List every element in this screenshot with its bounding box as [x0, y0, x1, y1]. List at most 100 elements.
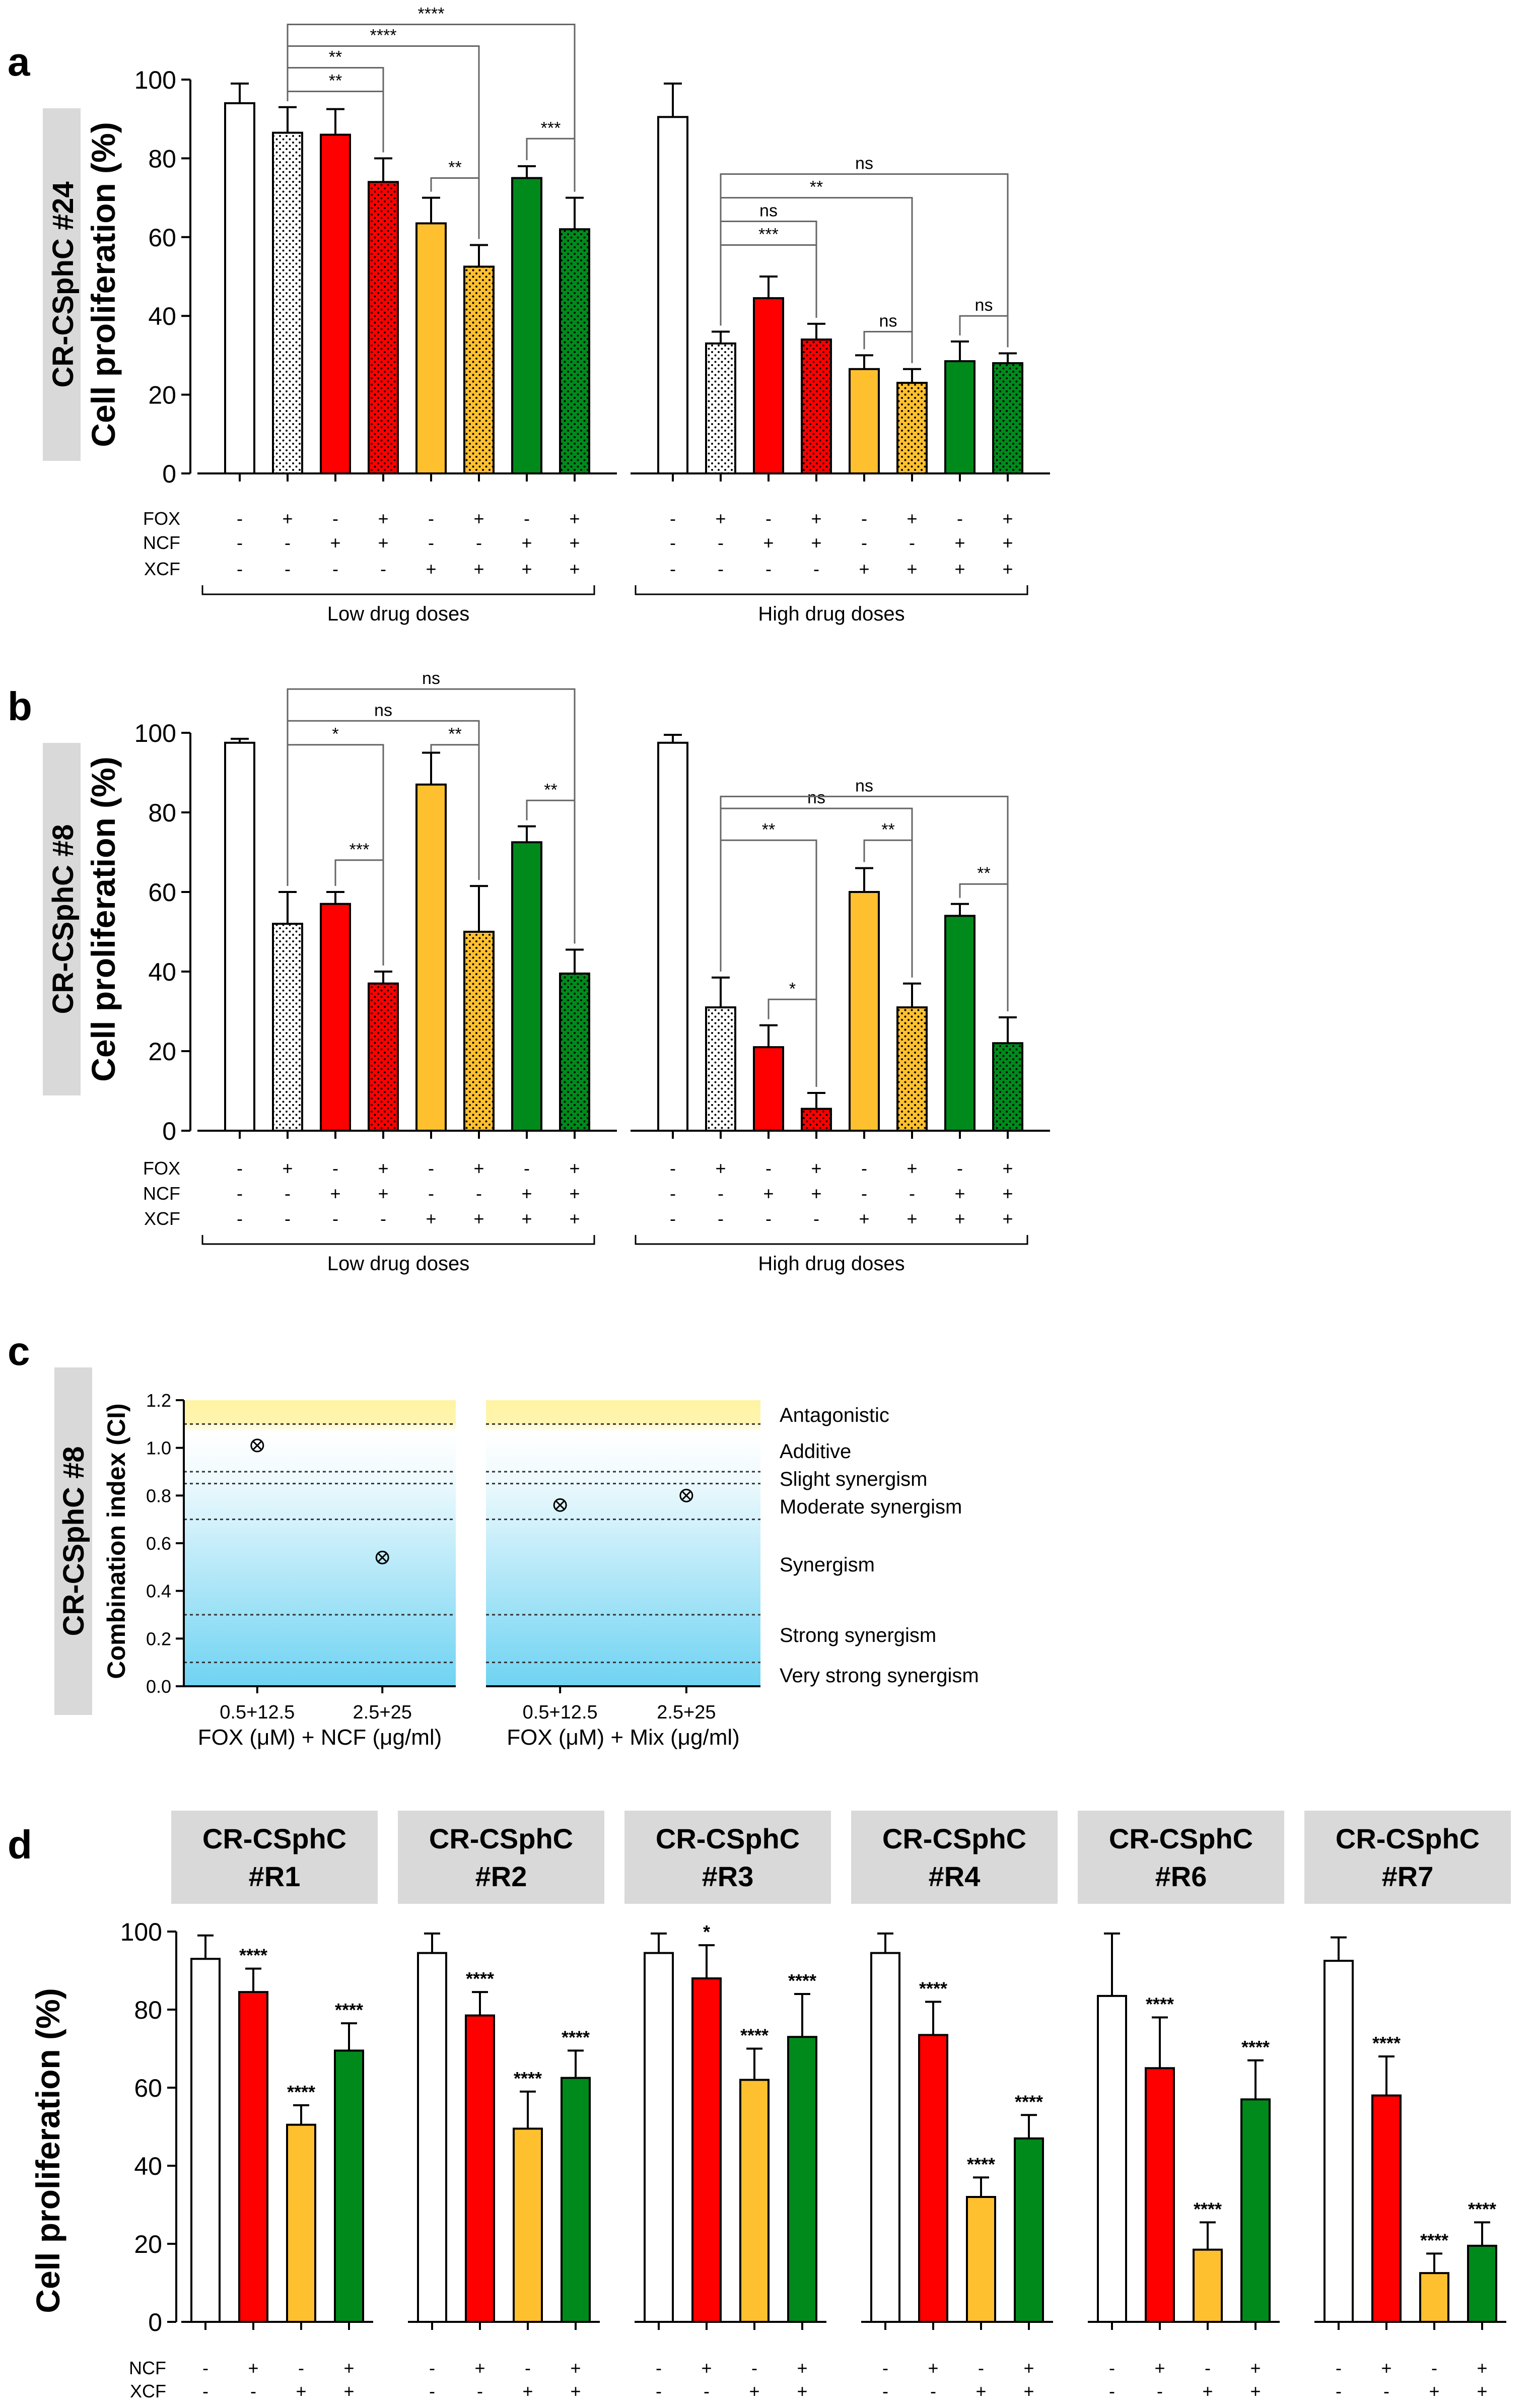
bar [896, 382, 928, 475]
sign-label: + [569, 532, 580, 553]
y-tick-label: 20 [148, 381, 176, 409]
bar [465, 2014, 495, 2323]
sign-label: + [569, 508, 580, 529]
significance-label: ns [855, 154, 873, 173]
bar [691, 1977, 722, 2323]
significance-label: ns [759, 201, 778, 221]
y-tick-label: 1.0 [146, 1438, 171, 1459]
sign-label: + [378, 1158, 388, 1179]
x-tick-label: 2.5+25 [353, 1702, 412, 1723]
group-label: High drug doses [758, 1253, 904, 1275]
sign-label: - [957, 1158, 963, 1179]
sign-label: - [751, 2358, 757, 2378]
bar [224, 741, 255, 1132]
significance-bracket [959, 883, 1009, 1011]
bar [992, 362, 1023, 474]
sign-label: + [907, 1158, 917, 1179]
cell-line-id: #R4 [929, 1861, 981, 1892]
ci-point [679, 1488, 693, 1502]
significance-label: ns [422, 669, 440, 688]
cell-line-title: CR-CSphC [429, 1823, 573, 1854]
y-tick-label: 0.2 [146, 1628, 171, 1649]
y-tick-label: 60 [148, 224, 176, 252]
sign-label: + [1002, 532, 1013, 553]
sign-label: - [1431, 2358, 1437, 2378]
bar [801, 338, 832, 474]
cell-line-title-box [398, 1811, 604, 1904]
sign-label: + [859, 1208, 869, 1229]
sign-label: + [570, 2381, 581, 2401]
sign-label: + [1002, 508, 1013, 529]
sign-label: - [813, 559, 819, 579]
significance-label: **** [788, 1970, 816, 1991]
ci-point [250, 1438, 264, 1453]
significance-label: *** [758, 225, 779, 244]
bar [1323, 1960, 1354, 2323]
cell-line-title-box [624, 1811, 831, 1904]
sign-label: - [332, 508, 338, 529]
x-tick-label: 2.5+25 [657, 1702, 716, 1723]
significance-bracket [863, 839, 913, 978]
sign-label: - [718, 532, 724, 553]
significance-label: *** [350, 840, 370, 859]
antagonistic-band [486, 1400, 760, 1424]
sign-label: + [1154, 2358, 1165, 2378]
sign-label: + [473, 559, 484, 579]
significance-label: * [703, 1921, 710, 1942]
sign-label: - [718, 1208, 724, 1229]
sign-label: - [428, 532, 434, 553]
zone-label: Slight synergism [780, 1468, 927, 1490]
y-tick-label: 0 [162, 1117, 176, 1145]
bar [559, 972, 590, 1132]
bar [870, 1952, 900, 2323]
sign-label: + [282, 508, 293, 529]
panel-a-cell-line: CR-CSphC #24 [47, 181, 80, 387]
sign-label: - [428, 1183, 434, 1204]
bar [272, 131, 303, 474]
bar [1097, 1994, 1127, 2323]
sign-label: - [1205, 2358, 1211, 2378]
sign-label: + [1002, 1183, 1013, 1204]
sign-label: - [237, 1208, 243, 1229]
sign-label: + [248, 2358, 258, 2378]
sign-label: + [570, 2358, 581, 2378]
bar [417, 1952, 447, 2323]
bar [463, 265, 495, 474]
row-label: FOX [143, 1158, 180, 1179]
row-label: NCF [143, 532, 180, 553]
sign-label: + [749, 2381, 759, 2401]
y-tick-label: 0.0 [146, 1676, 171, 1697]
sign-label: - [524, 508, 530, 529]
bar [511, 841, 542, 1132]
significance-label: ** [329, 71, 342, 90]
sign-label: + [521, 559, 532, 579]
sign-label: + [343, 2381, 354, 2401]
bar [657, 741, 688, 1132]
significance-label: ** [977, 864, 990, 883]
significance-bracket [720, 173, 1009, 348]
group-bracket [635, 1235, 1028, 1245]
significance-label: **** [1420, 2230, 1448, 2250]
y-tick-label: 40 [134, 2152, 162, 2180]
sign-label: - [237, 559, 243, 579]
sign-label: - [882, 2358, 888, 2378]
y-tick-label: 20 [134, 2230, 162, 2258]
y-tick-label: 100 [134, 66, 176, 94]
sign-label: - [882, 2381, 888, 2401]
sign-label: - [202, 2358, 208, 2378]
bar [368, 181, 399, 474]
panel-label-b: b [8, 684, 32, 729]
y-tick-label: 1.2 [146, 1390, 171, 1411]
sign-label: - [861, 1158, 867, 1179]
bar [286, 2123, 316, 2323]
y-tick-label: 80 [148, 799, 176, 827]
significance-label: **** [1194, 2198, 1222, 2219]
bar [753, 1046, 784, 1132]
panel-c-cell-line: CR-CSphC #8 [57, 1446, 90, 1636]
sign-label: - [1109, 2358, 1115, 2378]
ci-background [486, 1400, 760, 1686]
zone-label: Very strong synergism [780, 1665, 979, 1687]
ci-background [184, 1400, 456, 1686]
bar [705, 342, 736, 474]
